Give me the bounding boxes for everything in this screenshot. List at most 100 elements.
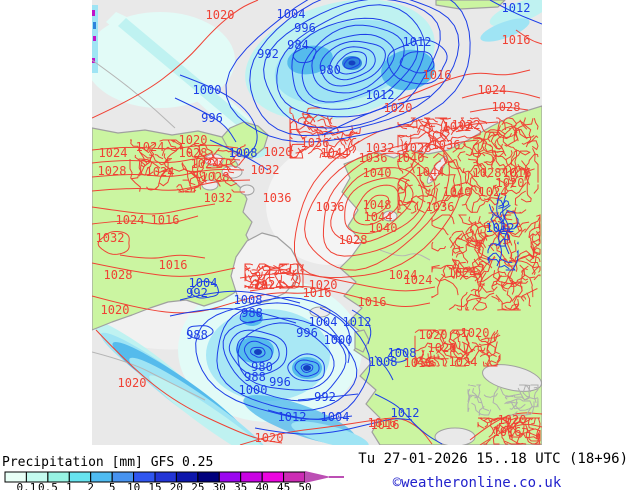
pressure-label: 1016 (404, 356, 433, 370)
pressure-label: 1000 (193, 83, 222, 97)
pressure-label: 1024 (136, 140, 165, 154)
pressure-label: 1032 (251, 163, 280, 177)
pressure-label: 1044 (364, 210, 393, 224)
pressure-label: 988 (186, 328, 208, 342)
pressure-label: 992 (186, 286, 208, 300)
pressure-label: 1036 (359, 151, 388, 165)
legend-bar: Precipitation [mm] GFS 0.25 Tu 27-01-202… (2, 451, 628, 490)
pressure-label: 1012 (486, 221, 515, 235)
pressure-label: 1024 (389, 268, 418, 282)
pressure-label: 1020 (419, 328, 448, 342)
pressure-label: 1024 (254, 278, 283, 292)
weather-map-canvas: 1020101610201016102410281032103610241024… (92, 0, 542, 445)
scale-tick-label: 0.1 (16, 481, 36, 490)
precipitation-scale: 0.1 0.5 1 2 5 10 15 20 25 30 35 40 45 50 (4, 471, 344, 490)
pressure-label: 1024 (404, 273, 433, 287)
pressure-label: 1016 (493, 425, 522, 439)
pressure-label: 1012 (391, 406, 420, 420)
pressure-label: 1020 (309, 278, 338, 292)
pressure-label: 1012 (366, 88, 395, 102)
pressure-label: 1020 (496, 176, 525, 190)
weather-map: 1020 1016 1020 1016 1024 1028 1032 1036 1024 1024… (92, 0, 542, 445)
pressure-label: 1024 (99, 146, 128, 160)
pressure-label: 1048 (363, 198, 392, 212)
pressure-label: 1016 (151, 213, 180, 227)
pressure-label: 1028 (98, 164, 127, 178)
pressure-label: 1024 (448, 266, 477, 280)
legend-datetime: Tu 27-01-2026 15..18 UTC (18+96) (358, 451, 628, 467)
scale-tick-label: 15 (148, 481, 161, 490)
pressure-label: 1020 (101, 303, 130, 317)
pressure-label: 1032 (96, 231, 125, 245)
pressure-label: 1020 (206, 8, 235, 22)
pressure-label: 996 (269, 375, 291, 389)
pressure-label: 1016 (423, 68, 452, 82)
pressure-label: 988 (244, 370, 266, 384)
pressure-label: 992 (314, 390, 336, 404)
pressure-label: 1012 (343, 315, 372, 329)
pressure-label: 1008 (388, 346, 417, 360)
scale-tick-label: 50 (298, 481, 311, 490)
scale-tick-label: 25 (191, 481, 204, 490)
pressure-label: 1000 (324, 333, 353, 347)
pressure-label: 1016 (503, 166, 532, 180)
pressure-label: 1012 (502, 1, 531, 15)
scale-tick-label: 20 (170, 481, 183, 490)
scale-tick-label: 10 (127, 481, 140, 490)
copyright-link[interactable]: ©weatheronline.co.uk (393, 475, 562, 490)
pressure-label: 1020 (461, 326, 490, 340)
pressure-label: 1004 (189, 276, 218, 290)
pressure-label: 1024 (479, 185, 508, 199)
pressure-label: 1028 (492, 100, 521, 114)
pressure-label: 1032 (452, 118, 481, 132)
pressure-label: 1036 (301, 136, 330, 150)
pressure-label: 1024 (116, 213, 145, 227)
pressure-label: 1044 (416, 165, 445, 179)
pressure-label: 1000 (239, 383, 268, 397)
pressure-label: 1036 (316, 200, 345, 214)
pressure-label: 1004 (309, 315, 338, 329)
pressure-label: 1012 (278, 410, 307, 424)
pressure-label: 996 (294, 21, 316, 35)
pressure-label: 1008 (369, 355, 398, 369)
pressure-label: 1016 (371, 418, 400, 432)
pressure-label: 992 (257, 47, 279, 61)
pressure-label: 1024 (449, 355, 478, 369)
pressure-label: 1028 (473, 166, 502, 180)
pressure-label: 1032 (366, 141, 395, 155)
pressure-label: 984 (287, 38, 309, 52)
pressure-label: 1008 (229, 146, 258, 160)
pressure-label: 1024 (478, 83, 507, 97)
pressure-label: 1028 (104, 268, 133, 282)
pressure-label: 1040 (443, 185, 472, 199)
scale-tick-label: 40 (256, 481, 269, 490)
pressure-label: 1008 (234, 293, 263, 307)
scale-tick-label: 30 (213, 481, 226, 490)
pressure-label: 1020 (118, 376, 147, 390)
pressure-label: 1020 (264, 145, 293, 159)
pressure-label: 1032 (443, 120, 472, 134)
pressure-label: 980 (251, 360, 273, 374)
pressure-label: 1012 (403, 35, 432, 49)
pressure-label: 1020 (255, 431, 284, 445)
scale-tick-label: 1 (66, 481, 73, 490)
scale-tick-label: 0.5 (38, 481, 58, 490)
pressure-label: 1004 (277, 7, 306, 21)
scale-tick-label: 45 (277, 481, 290, 490)
pressure-label: 1036 (263, 191, 292, 205)
legend-title: Precipitation [mm] GFS 0.25 (2, 455, 213, 470)
pressure-label: 1020 (498, 413, 527, 427)
pressure-label: 1020 (428, 341, 457, 355)
pressure-label: 996 (296, 326, 318, 340)
pressure-label: 1024 (146, 165, 175, 179)
scale-tick-label: 5 (109, 481, 116, 490)
pressure-label: 980 (319, 63, 341, 77)
pressure-label: 1028 (403, 141, 432, 155)
pressure-label: 1032 (204, 191, 233, 205)
pressure-label: 1016 (159, 258, 188, 272)
pressure-label: 1036 (432, 138, 461, 152)
pressure-label: 1028 (339, 233, 368, 247)
pressure-label: 1020 (179, 133, 208, 147)
pressure-label: 1024 (191, 157, 220, 171)
pressure-label: 1016 (358, 295, 387, 309)
